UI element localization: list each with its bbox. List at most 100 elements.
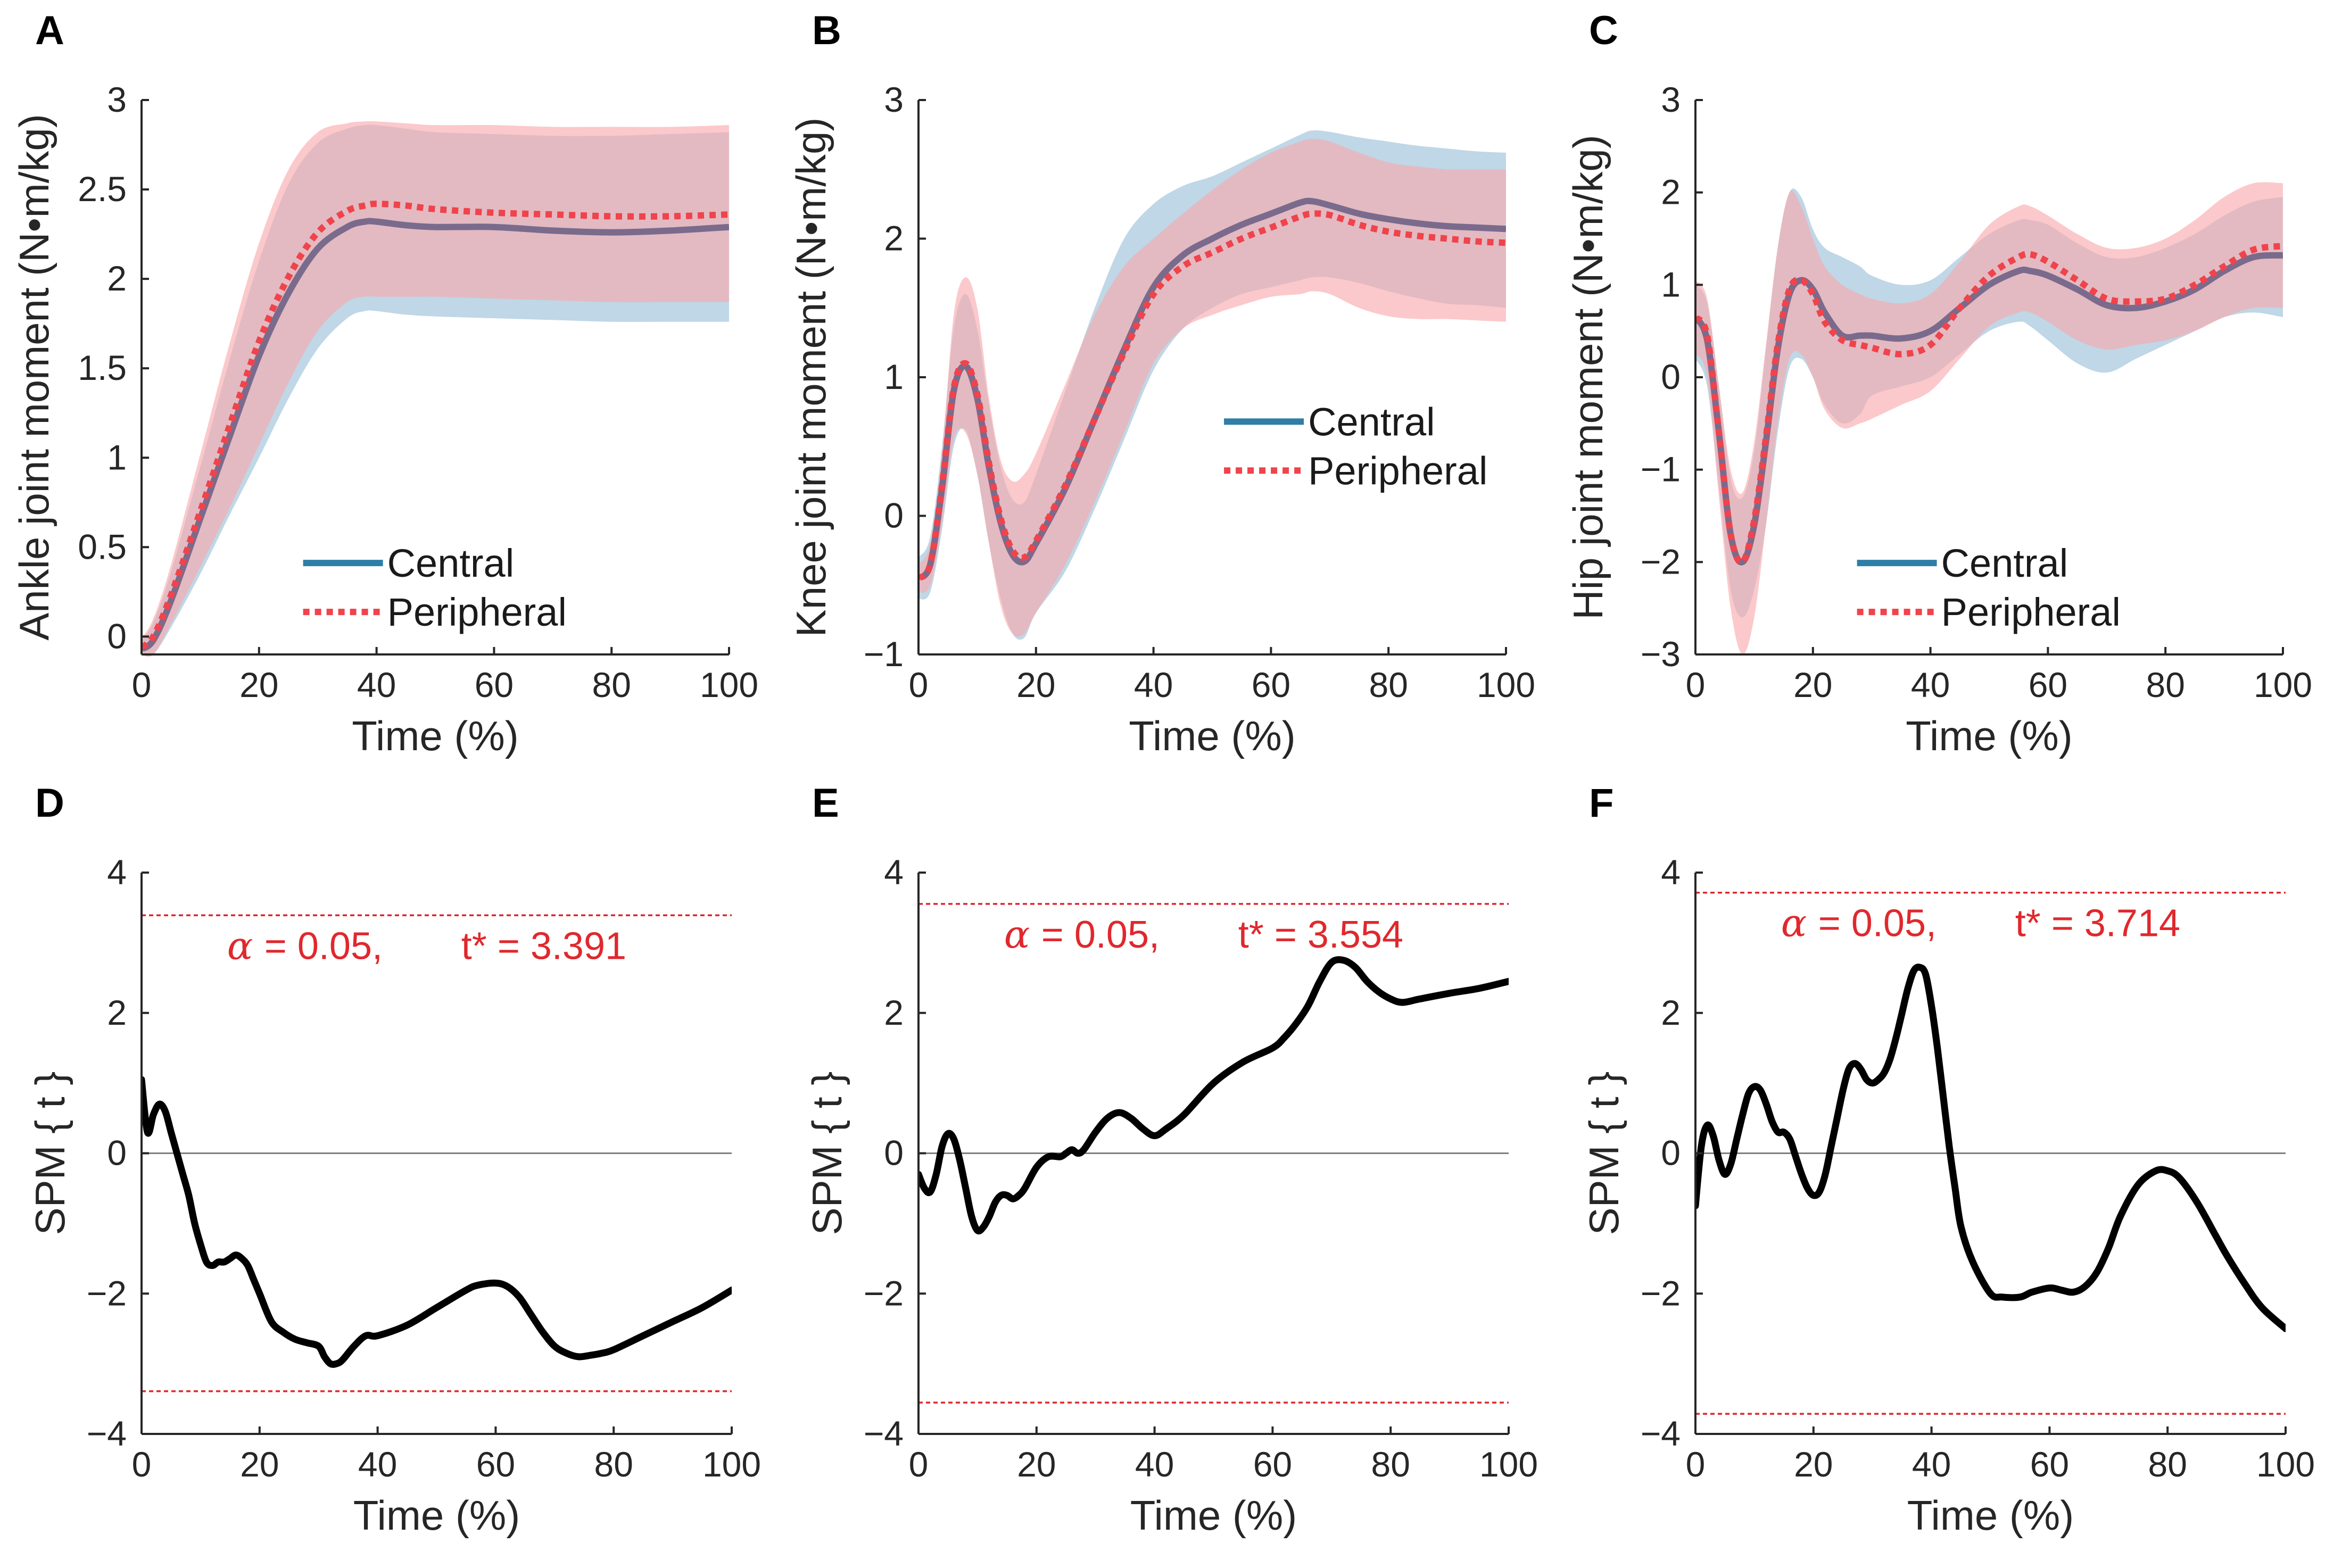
x-tick-label: 0 bbox=[909, 665, 929, 704]
y-tick-label: 2 bbox=[884, 219, 904, 258]
alpha-symbol: α bbox=[1004, 912, 1030, 957]
y-tick-label: 0.5 bbox=[78, 527, 127, 566]
panel-label: F bbox=[1589, 781, 1613, 826]
x-tick-label: 60 bbox=[475, 665, 514, 704]
x-tick-label: 0 bbox=[1686, 1445, 1706, 1484]
threshold-value-text: t* = 3.714 bbox=[2015, 902, 2180, 945]
peripheral-mean-line bbox=[142, 201, 729, 650]
alpha-value-text: = 0.05, bbox=[1818, 902, 1937, 945]
panel-label: D bbox=[35, 781, 64, 826]
y-tick-label: 3 bbox=[107, 80, 127, 119]
x-tick-label: 20 bbox=[239, 665, 278, 704]
x-tick-label: 80 bbox=[1371, 1445, 1410, 1484]
x-tick-label: 40 bbox=[1135, 1445, 1174, 1484]
y-axis-label: Knee joint moment (N•m/kg) bbox=[788, 118, 834, 637]
x-tick-label: 100 bbox=[1477, 665, 1535, 704]
y-tick-label: −4 bbox=[1641, 1414, 1681, 1453]
x-tick-label: 80 bbox=[2148, 1445, 2187, 1484]
y-tick-label: 0 bbox=[1661, 357, 1681, 396]
y-tick-label: 2 bbox=[107, 259, 127, 298]
legend-peripheral-label: Peripheral bbox=[1308, 449, 1487, 493]
y-tick-label: 0 bbox=[884, 1133, 904, 1173]
x-tick-label: 80 bbox=[592, 665, 631, 704]
legend: Central Peripheral bbox=[1857, 541, 2121, 634]
y-axis-label: Ankle joint moment (N•m/kg) bbox=[11, 114, 57, 641]
x-tick-label: 20 bbox=[1794, 1445, 1833, 1484]
plot-area bbox=[142, 121, 729, 657]
y-axis-label: Hip joint moment (N•m/kg) bbox=[1565, 135, 1611, 620]
y-tick-label: 1 bbox=[884, 357, 904, 396]
y-tick-label: −2 bbox=[1641, 1273, 1681, 1313]
y-tick-label: 1.5 bbox=[78, 348, 127, 387]
y-tick-label: 1 bbox=[107, 437, 127, 477]
x-tick-label: 40 bbox=[1911, 665, 1950, 704]
y-tick-label: 0 bbox=[884, 496, 904, 535]
spm-t-line bbox=[1695, 964, 2286, 1332]
y-tick-label: 2 bbox=[1661, 993, 1681, 1032]
x-tick-label: 0 bbox=[132, 1445, 152, 1484]
y-tick-label: −2 bbox=[1641, 542, 1681, 581]
y-tick-label: 2.5 bbox=[78, 169, 127, 209]
x-axis-label: Time (%) bbox=[1129, 712, 1295, 759]
x-tick-label: 100 bbox=[702, 1445, 761, 1484]
legend-peripheral-label: Peripheral bbox=[387, 590, 567, 634]
central-mean-line bbox=[1695, 252, 2283, 566]
x-axis-label: Time (%) bbox=[1906, 712, 2072, 759]
threshold-value-text: t* = 3.391 bbox=[461, 925, 626, 967]
plot-area bbox=[142, 914, 732, 1392]
x-tick-label: 20 bbox=[1016, 665, 1055, 704]
peripheral-sd-band bbox=[142, 121, 729, 657]
y-axis-label: SPM { t } bbox=[27, 1072, 73, 1235]
x-tick-label: 100 bbox=[2254, 665, 2312, 704]
x-tick-label: 100 bbox=[1479, 1445, 1538, 1484]
plot-area bbox=[1695, 891, 2286, 1415]
chart-panel-c: 0 20 40 60 80 100 −3 −2 −1 0 1 2 3 Time (%) Hip joint … bbox=[1565, 8, 2312, 759]
panel-label: B bbox=[812, 8, 841, 53]
x-tick-label: 100 bbox=[2256, 1445, 2315, 1484]
y-tick-label: 2 bbox=[884, 993, 904, 1032]
x-tick-label: 0 bbox=[132, 665, 152, 704]
alpha-value-text: = 0.05, bbox=[1041, 914, 1160, 956]
y-tick-label: 4 bbox=[1661, 852, 1681, 892]
x-tick-label: 80 bbox=[594, 1445, 633, 1484]
y-tick-label: 2 bbox=[107, 993, 127, 1032]
x-tick-label: 20 bbox=[240, 1445, 279, 1484]
peripheral-mean-line bbox=[918, 210, 1506, 581]
y-tick-label: −2 bbox=[87, 1273, 127, 1313]
x-tick-label: 100 bbox=[700, 665, 758, 704]
x-tick-label: 40 bbox=[1912, 1445, 1951, 1484]
x-tick-label: 0 bbox=[1686, 665, 1706, 704]
y-axis-label: SPM { t } bbox=[804, 1072, 850, 1235]
y-tick-label: −4 bbox=[87, 1414, 127, 1453]
y-tick-label: 4 bbox=[107, 852, 127, 892]
y-tick-label: 0 bbox=[1661, 1133, 1681, 1173]
y-tick-label: 0 bbox=[107, 1133, 127, 1173]
x-axis-label: Time (%) bbox=[353, 1492, 520, 1539]
chart-panel-e: α = 0.05, t* = 3.554 0 20 40 60 80 100 −4 −2 0 2 4 Ti… bbox=[804, 781, 1538, 1539]
x-tick-label: 40 bbox=[358, 1445, 397, 1484]
y-tick-label: 0 bbox=[107, 616, 127, 656]
legend-central-label: Central bbox=[1941, 541, 2068, 585]
y-tick-label: 4 bbox=[884, 852, 904, 892]
x-axis-label: Time (%) bbox=[1130, 1492, 1297, 1539]
y-axis-label: SPM { t } bbox=[1580, 1072, 1627, 1235]
x-tick-label: 40 bbox=[1134, 665, 1173, 704]
legend: Central Peripheral bbox=[1224, 400, 1487, 493]
x-tick-label: 60 bbox=[1253, 1445, 1292, 1484]
y-tick-label: −3 bbox=[1641, 634, 1681, 674]
x-tick-label: 20 bbox=[1017, 1445, 1056, 1484]
x-tick-label: 20 bbox=[1793, 665, 1832, 704]
plot-area bbox=[918, 903, 1509, 1404]
threshold-value-text: t* = 3.554 bbox=[1238, 914, 1403, 956]
x-axis-label: Time (%) bbox=[352, 712, 518, 759]
x-tick-label: 60 bbox=[2030, 1445, 2069, 1484]
y-tick-label: −4 bbox=[864, 1414, 904, 1453]
spm-t-line bbox=[918, 956, 1509, 1235]
x-tick-label: 60 bbox=[2029, 665, 2067, 704]
y-tick-label: −2 bbox=[864, 1273, 904, 1313]
spm-t-line bbox=[142, 1076, 732, 1368]
panel-label: E bbox=[812, 781, 839, 826]
chart-panel-a: 0 20 40 60 80 100 0 0.5 1 1.5 2 2.5 3 Time (%) Ankle j… bbox=[11, 8, 758, 759]
